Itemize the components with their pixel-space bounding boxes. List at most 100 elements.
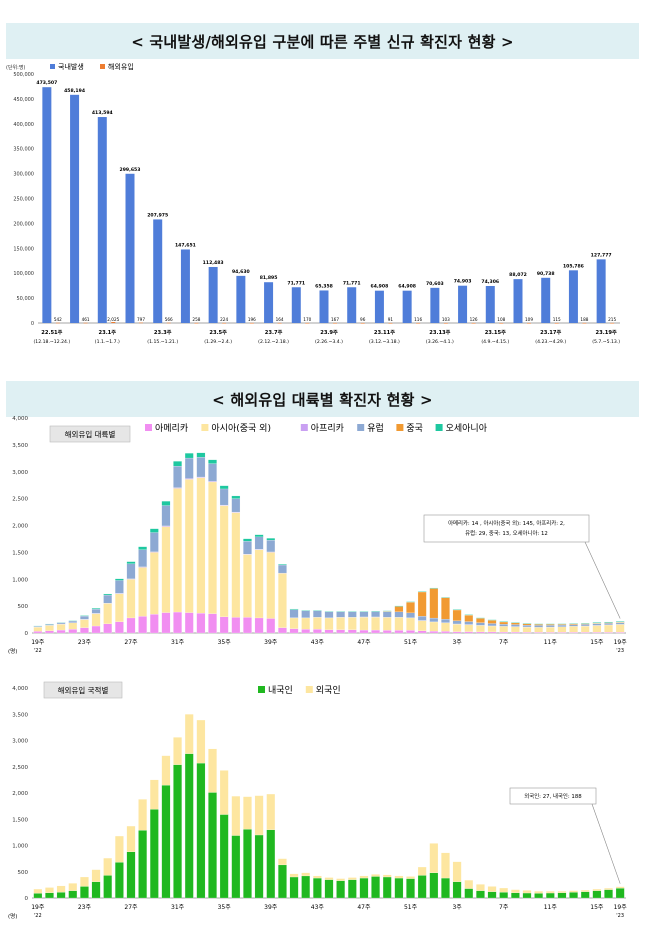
stacked-bar-segment	[452, 609, 462, 621]
x-week-label: 23.11주	[374, 328, 395, 336]
y-tick-label: 2,000	[12, 791, 28, 797]
x-week-label: 23.13주	[429, 328, 450, 336]
stacked-bar-segment	[615, 888, 625, 899]
stacked-bar-segment	[138, 549, 147, 567]
stacked-bar-segment	[184, 479, 194, 613]
stacked-bar-segment	[348, 877, 357, 880]
domestic-bar	[180, 249, 190, 323]
stacked-bar-segment	[359, 629, 369, 634]
stacked-bar-segment	[382, 617, 392, 631]
domestic-bar	[485, 285, 495, 323]
stacked-bar-segment	[604, 624, 613, 633]
stacked-bar-segment	[103, 623, 112, 634]
stacked-bar-segment	[569, 626, 578, 633]
y-tick-label: 1,000	[12, 844, 28, 850]
stacked-bar-segment	[592, 888, 602, 891]
stacked-bar-segment	[615, 622, 625, 625]
stacked-bar-segment	[580, 624, 590, 627]
stacked-bar-segment	[33, 888, 43, 894]
x-tick-label: 51주	[404, 904, 418, 911]
stacked-bar-segment	[278, 858, 287, 866]
stacked-bar-segment	[511, 889, 520, 893]
x-week-label: 22.51주	[41, 328, 62, 336]
y-tick-label: 300,000	[13, 172, 34, 178]
stacked-bar-segment	[534, 893, 543, 899]
stacked-bar-segment	[103, 593, 112, 596]
domestic-bar	[596, 259, 606, 323]
stacked-bar-segment	[371, 611, 380, 618]
import-bar	[305, 322, 310, 324]
y-tick-label: 2,500	[12, 497, 28, 503]
y-tick-label: 1,500	[12, 817, 28, 823]
x-tick-label: 23주	[78, 639, 92, 646]
stacked-bar-segment	[138, 616, 147, 634]
stacked-bar-segment	[173, 461, 182, 467]
stacked-bar-segment	[56, 885, 66, 893]
stacked-bar-segment	[278, 627, 287, 634]
stacked-bar-segment	[324, 611, 334, 612]
domestic-value-label: 88,072	[509, 272, 527, 278]
stacked-bar-segment	[336, 629, 345, 634]
y-tick-label: 3,000	[12, 470, 28, 476]
domestic-bar	[125, 173, 135, 323]
stacked-bar-segment	[604, 632, 613, 634]
stacked-bar-segment	[569, 632, 578, 634]
stacked-bar-segment	[289, 617, 299, 629]
x-tick-label: 43주	[311, 904, 325, 911]
stacked-bar-segment	[301, 610, 310, 611]
domestic-bar	[347, 287, 357, 323]
stacked-bar-segment	[429, 843, 439, 873]
stacked-bar-segment	[56, 629, 66, 634]
legend-label: 아메리카	[155, 423, 188, 434]
stacked-bar-segment	[534, 891, 543, 894]
stacked-bar-segment	[382, 876, 392, 899]
x-week-label: 23.19주	[596, 328, 617, 336]
stacked-bar-segment	[615, 621, 625, 623]
stacked-bar-segment	[580, 890, 590, 892]
x-tick-label: 11주	[544, 904, 558, 911]
stacked-bar-segment	[429, 617, 439, 622]
stacked-bar-segment	[173, 737, 182, 765]
import-bar	[333, 322, 337, 324]
x-tick-label: 11주	[544, 639, 558, 646]
stacked-bar-segment	[336, 878, 345, 881]
domestic-bar	[208, 266, 218, 323]
stacked-bar-segment	[115, 862, 124, 899]
stacked-bar-segment	[511, 622, 520, 623]
import-value-label: 461	[82, 317, 90, 322]
domestic-value-label: 105,786	[563, 263, 584, 269]
stacked-bar-segment	[161, 501, 171, 506]
stacked-bar-segment	[208, 748, 217, 793]
stacked-bar-segment	[359, 875, 369, 879]
import-value-label: 167	[331, 317, 339, 322]
stacked-bar-segment	[394, 877, 404, 899]
stacked-bar-segment	[522, 623, 532, 626]
legend-label: 외국인	[316, 684, 341, 696]
domestic-bar	[374, 290, 384, 323]
stacked-bar-segment	[487, 631, 497, 634]
stacked-bar-segment	[184, 612, 194, 634]
stacked-bar-segment	[243, 538, 252, 542]
domestic-value-label: 458,194	[64, 88, 85, 94]
import-value-label: 2,025	[107, 317, 119, 322]
stacked-bar-segment	[184, 478, 194, 480]
stacked-bar-segment	[80, 615, 89, 617]
stacked-bar-segment	[592, 890, 602, 899]
stacked-bar-segment	[546, 623, 555, 625]
stacked-bar-segment	[371, 610, 380, 612]
stacked-bar-segment	[348, 629, 357, 634]
stacked-bar-segment	[382, 611, 392, 618]
domestic-value-label: 74,903	[454, 279, 472, 285]
stacked-bar-segment	[80, 886, 89, 899]
stacked-bar-segment	[184, 457, 194, 479]
legend-swatch	[258, 686, 265, 693]
stacked-bar-segment	[487, 619, 497, 621]
x-tick-label: 47주	[357, 639, 371, 646]
stacked-bar-segment	[592, 625, 602, 633]
domestic-bar	[153, 219, 163, 323]
stacked-bar-segment	[68, 620, 78, 623]
stacked-bar-segment	[406, 878, 415, 899]
stacked-bar-segment	[499, 631, 508, 634]
domestic-bar	[70, 94, 80, 323]
stacked-bar-segment	[511, 622, 520, 625]
